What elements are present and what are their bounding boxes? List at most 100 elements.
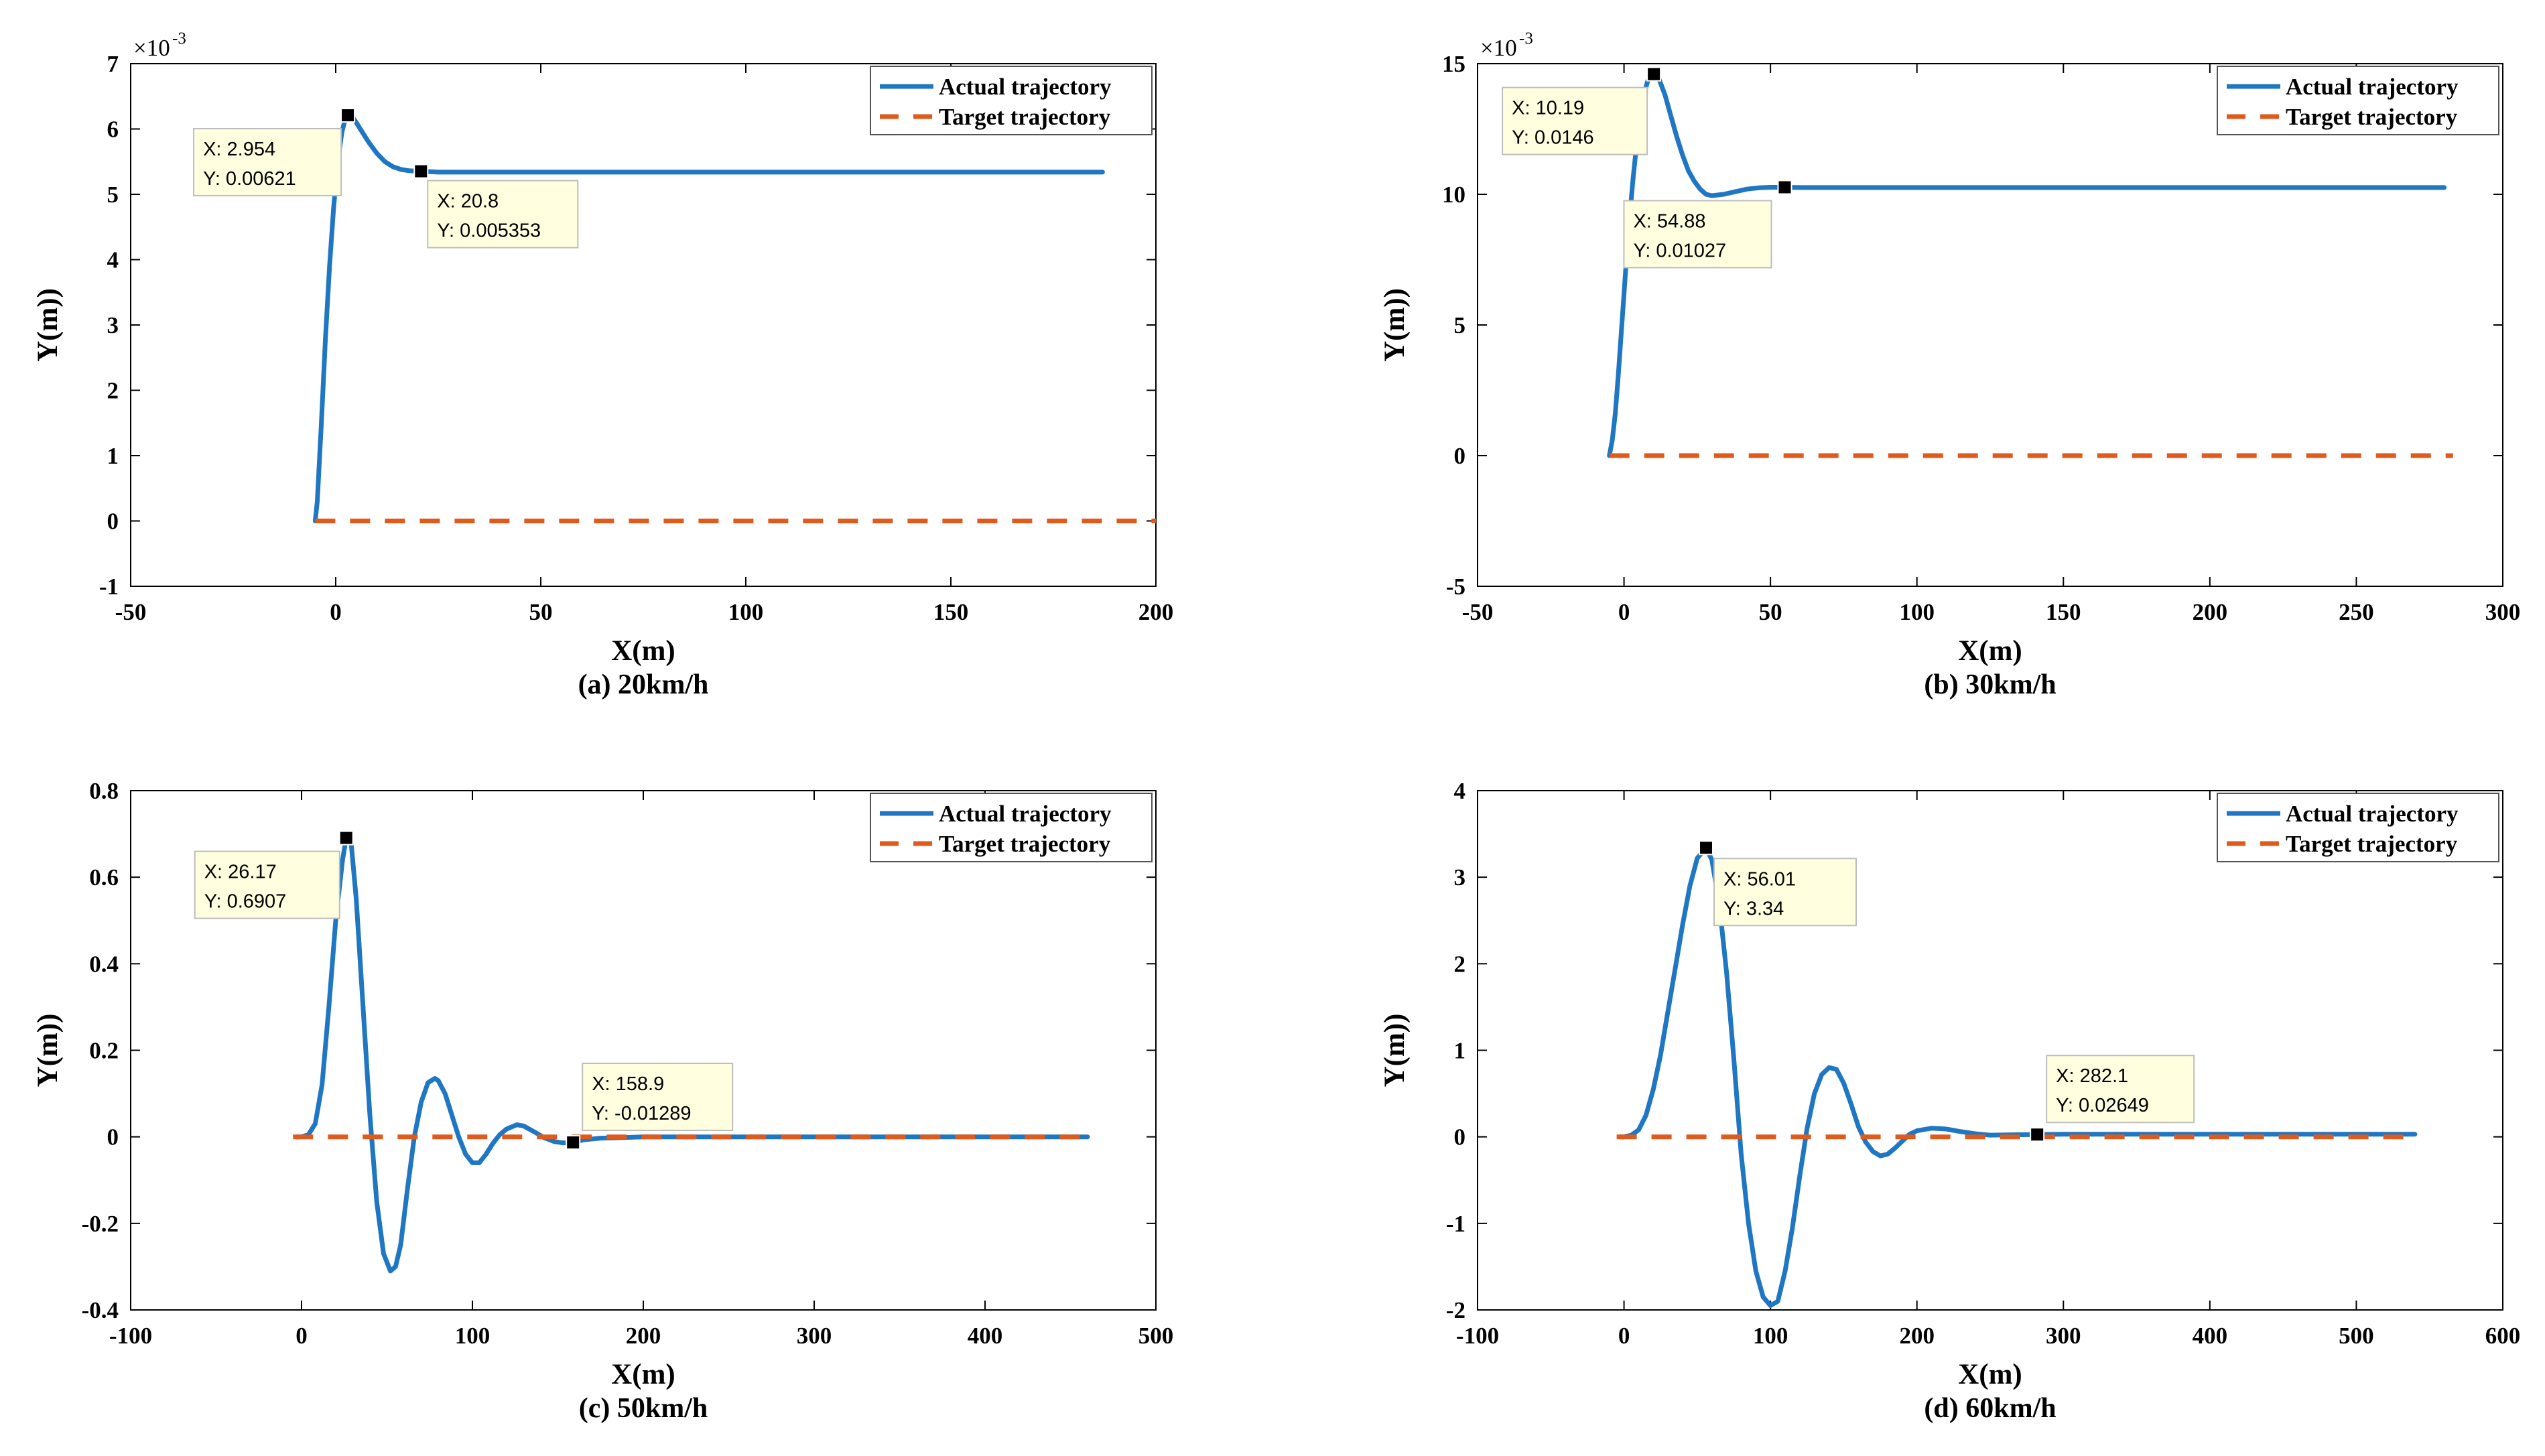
y-tick-label: -0.2 <box>82 1211 119 1237</box>
datatip-box <box>427 180 579 249</box>
datatip-y-text: Y: 0.005353 <box>437 220 541 242</box>
legend-actual-label: Actual trajectory <box>939 74 1112 100</box>
x-tick-label: 250 <box>2339 599 2374 625</box>
y-tick-label: 0 <box>1454 1124 1466 1150</box>
legend-box <box>870 66 1153 135</box>
y-tick-label: 10 <box>1442 182 1465 208</box>
y-tick-label: 4 <box>1454 778 1466 804</box>
y-tick-label: 1 <box>1454 1038 1466 1064</box>
y-tick-label: 0.4 <box>89 951 119 977</box>
y-tick-label: 5 <box>107 182 119 208</box>
legend-target-label: Target trajectory <box>939 104 1111 130</box>
y-tick-label: 0.8 <box>89 778 119 804</box>
x-tick-label: 400 <box>2193 1323 2228 1349</box>
y-axis-label: Y(m)) <box>32 288 64 362</box>
legend-actual-label: Actual trajectory <box>2286 801 2459 827</box>
datatip-y-text: Y: 0.00621 <box>203 168 296 190</box>
x-tick-label: 150 <box>2046 599 2081 625</box>
x-tick-label: -50 <box>1462 599 1494 625</box>
x-tick-label: 500 <box>2339 1323 2374 1349</box>
datatip-marker <box>413 163 429 179</box>
actual-trajectory-line <box>1617 845 2418 1308</box>
y-tick-label: 0 <box>107 509 119 535</box>
x-tick-label: 500 <box>1138 1323 1174 1349</box>
y-tick-label: 15 <box>1442 51 1465 77</box>
datatip-y-text: Y: 0.02649 <box>2056 1095 2149 1116</box>
subplot-caption: (d) 60km/h <box>1924 1393 2056 1424</box>
y-tick-label: 0.2 <box>89 1038 119 1064</box>
y-tick-label: 5 <box>1454 312 1466 338</box>
datatip-box <box>1713 858 1857 927</box>
y-tick-label: 0 <box>107 1124 119 1150</box>
x-axis-label: X(m) <box>1958 635 2022 667</box>
y-tick-label: 0 <box>1454 443 1466 469</box>
datatip-y-text: Y: -0.01289 <box>592 1103 691 1124</box>
y-tick-label: 4 <box>107 247 119 273</box>
datatip-x-text: X: 56.01 <box>1723 868 1796 890</box>
legend-target-label: Target trajectory <box>2286 831 2458 857</box>
x-tick-label: 0 <box>296 1323 308 1349</box>
legend-box <box>2217 66 2499 135</box>
y-tick-label: -1 <box>1446 1211 1465 1237</box>
datatip-y-text: Y: 3.34 <box>1723 898 1784 919</box>
datatip-x-text: X: 10.19 <box>1512 98 1584 119</box>
legend-actual-label: Actual trajectory <box>939 801 1112 827</box>
datatip-box <box>2046 1055 2195 1124</box>
x-tick-label: 0 <box>1618 1323 1630 1349</box>
y-tick-label: 3 <box>107 312 119 338</box>
x-axis-label: X(m) <box>1958 1359 2022 1390</box>
x-tick-label: 600 <box>2485 1323 2521 1349</box>
y-axis-label: Y(m)) <box>32 1014 64 1087</box>
x-tick-label: 100 <box>728 599 764 625</box>
datatip-x-text: X: 2.954 <box>203 139 275 160</box>
datatip-y-text: Y: 0.0146 <box>1512 127 1594 149</box>
x-tick-label: -100 <box>109 1323 152 1349</box>
x-tick-label: 0 <box>330 599 342 625</box>
x-tick-label: 150 <box>933 599 969 625</box>
datatip-marker <box>566 1134 581 1150</box>
x-axis-label: X(m) <box>611 635 675 667</box>
x-tick-label: 200 <box>626 1323 661 1349</box>
x-tick-label: 400 <box>968 1323 1003 1349</box>
y-tick-label: 2 <box>107 378 119 404</box>
datatip-x-text: X: 26.17 <box>204 862 277 883</box>
datatip-marker <box>1698 840 1713 856</box>
x-tick-label: 300 <box>2485 599 2521 625</box>
datatip-box <box>194 850 340 919</box>
datatip-marker <box>340 108 356 123</box>
y-scale-factor: ×10 <box>1480 35 1517 61</box>
datatip-marker <box>338 830 354 846</box>
datatip-marker <box>2030 1127 2045 1142</box>
y-tick-label: -1 <box>99 574 119 600</box>
datatip-x-text: X: 20.8 <box>437 191 499 212</box>
subplot-c: -100 0 100 200 300 400 500 -0.4 -0.2 0 0.2 0.4 0.6 0.… <box>32 778 1173 1424</box>
y-tick-label: -2 <box>1446 1297 1465 1323</box>
y-tick-label: 7 <box>107 51 119 77</box>
datatip-marker <box>1646 66 1662 82</box>
y-tick-label: 1 <box>107 443 119 469</box>
subplot-d: -100 0 100 200 300 400 500 600 -2 -1 0 1 2 3 4 X(m) Y(m)… <box>1379 778 2520 1424</box>
datatip-box <box>1623 200 1772 269</box>
legend-actual-label: Actual trajectory <box>2286 74 2459 100</box>
y-tick-label: -0.4 <box>82 1297 119 1323</box>
y-tick-label: 3 <box>1454 864 1466 890</box>
x-tick-label: 200 <box>1138 599 1174 625</box>
datatip-box <box>1502 86 1648 155</box>
subplot-caption: (a) 20km/h <box>578 669 709 700</box>
x-tick-label: 200 <box>1899 1323 1935 1349</box>
datatip-x-text: X: 282.1 <box>2056 1065 2128 1087</box>
y-scale-exponent: -3 <box>172 29 186 48</box>
x-axis-label: X(m) <box>611 1359 675 1390</box>
datatip-x-text: X: 158.9 <box>592 1073 664 1095</box>
x-tick-label: 100 <box>1899 599 1935 625</box>
x-tick-label: 200 <box>2193 599 2228 625</box>
x-tick-label: 300 <box>797 1323 832 1349</box>
x-tick-label: 50 <box>1759 599 1782 625</box>
y-scale-exponent: -3 <box>1519 29 1533 48</box>
x-tick-label: -50 <box>115 599 147 625</box>
legend-box <box>2217 793 2499 862</box>
datatip-x-text: X: 54.88 <box>1633 210 1705 232</box>
x-tick-label: 100 <box>1753 1323 1788 1349</box>
subplot-caption: (c) 50km/h <box>579 1393 708 1424</box>
